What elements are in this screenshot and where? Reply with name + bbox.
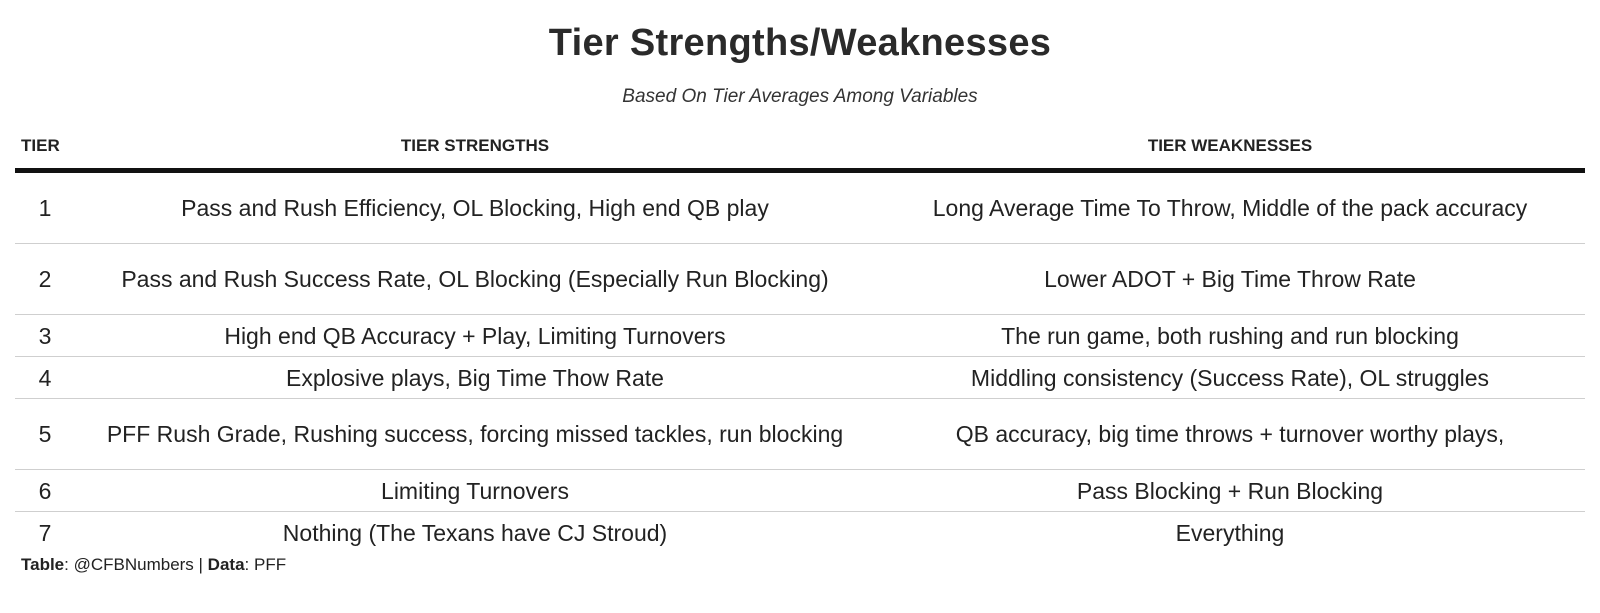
table-row: 5 PFF Rush Grade, Rushing success, forci… <box>15 398 1585 470</box>
strengths-cell: Pass and Rush Efficiency, OL Blocking, H… <box>75 170 875 244</box>
strengths-cell: Pass and Rush Success Rate, OL Blocking … <box>75 243 875 315</box>
strengths-cell: High end QB Accuracy + Play, Limiting Tu… <box>75 314 875 357</box>
page-subtitle: Based On Tier Averages Among Variables <box>622 86 978 107</box>
table-row: 1 Pass and Rush Efficiency, OL Blocking,… <box>15 170 1585 244</box>
weaknesses-cell: QB accuracy, big time throws + turnover … <box>875 398 1585 470</box>
strengths-cell: Limiting Turnovers <box>75 469 875 512</box>
source-table-value: : @CFBNumbers | <box>64 555 208 574</box>
tier-cell: 5 <box>15 398 75 470</box>
strengths-cell: Nothing (The Texans have CJ Stroud) <box>282 519 668 546</box>
table-row: 6 Limiting Turnovers Pass Blocking + Run… <box>15 469 1585 512</box>
weaknesses-cell: The run game, both rushing and run block… <box>875 314 1585 357</box>
tier-cell: 1 <box>15 170 75 244</box>
source-caption: Table: @CFBNumbers | Data: PFF <box>21 555 286 575</box>
strengths-cell: Explosive plays, Big Time Thow Rate <box>75 356 875 399</box>
tier-cell: 2 <box>15 243 75 315</box>
tier-cell: 7 <box>38 519 52 546</box>
table-row: 2 Pass and Rush Success Rate, OL Blockin… <box>15 243 1585 315</box>
tier-cell: 4 <box>15 356 75 399</box>
column-header-tier: TIER <box>15 124 75 173</box>
weaknesses-cell: Long Average Time To Throw, Middle of th… <box>875 170 1585 244</box>
column-header-strengths: TIER STRENGTHS <box>75 124 875 173</box>
source-data-label: Data <box>207 555 245 574</box>
table-row: 3 High end QB Accuracy + Play, Limiting … <box>15 314 1585 357</box>
weaknesses-cell: Middling consistency (Success Rate), OL … <box>875 356 1585 399</box>
table-row: 4 Explosive plays, Big Time Thow Rate Mi… <box>15 356 1585 399</box>
table-row: 7 Nothing (The Texans have CJ Stroud) Ev… <box>15 512 1585 554</box>
page-title: Tier Strengths/Weaknesses <box>548 22 1052 64</box>
strengths-cell: PFF Rush Grade, Rushing success, forcing… <box>75 398 875 470</box>
tier-cell: 6 <box>15 469 75 512</box>
tier-table: TIER TIER STRENGTHS TIER WEAKNESSES 1 Pa… <box>15 124 1585 553</box>
tier-cell: 3 <box>15 314 75 357</box>
weaknesses-cell: Everything <box>1175 519 1285 546</box>
header-row: TIER TIER STRENGTHS TIER WEAKNESSES <box>15 124 1585 173</box>
source-table-label: Table <box>21 555 65 574</box>
column-header-weaknesses: TIER WEAKNESSES <box>875 124 1585 173</box>
weaknesses-cell: Pass Blocking + Run Blocking <box>875 469 1585 512</box>
source-data-value: : PFF <box>244 555 287 574</box>
weaknesses-cell: Lower ADOT + Big Time Throw Rate <box>875 243 1585 315</box>
